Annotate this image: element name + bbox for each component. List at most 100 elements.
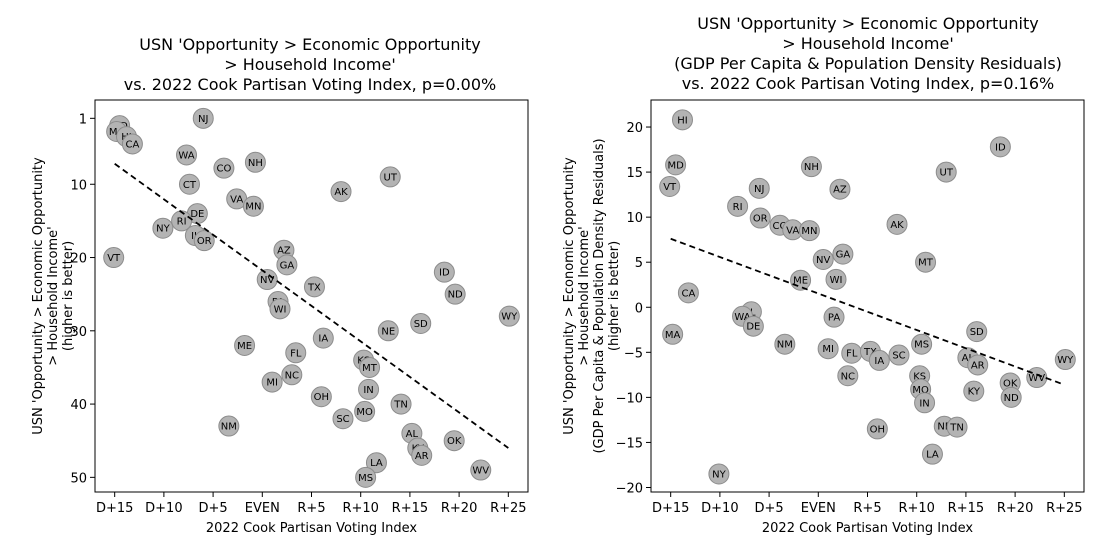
data-point-label: VA	[230, 194, 243, 205]
data-point-label: MO	[356, 407, 373, 418]
chart-title-line: (GDP Per Capita & Population Density Res…	[674, 54, 1062, 73]
data-point	[708, 463, 730, 485]
data-point	[103, 247, 125, 269]
data-point	[837, 365, 859, 387]
data-point-label: VT	[107, 253, 121, 264]
x-tick-label: D+15	[652, 501, 689, 516]
data-point-label: TX	[863, 347, 877, 358]
data-point	[868, 349, 890, 371]
x-tick-label: R+25	[1046, 501, 1082, 516]
data-point-label: NM	[777, 340, 793, 351]
x-axis-label: 2022 Cook Partisan Voting Index	[762, 521, 974, 536]
data-point	[749, 207, 771, 229]
data-point	[379, 166, 401, 188]
data-point-label: OK	[1003, 378, 1018, 389]
data-point	[312, 327, 334, 349]
x-tick-label: R+20	[441, 501, 477, 516]
data-point-label: SC	[892, 351, 905, 362]
y-tick-label: −20	[616, 481, 643, 496]
x-tick-label: R+5	[853, 501, 881, 516]
data-point-label: CO	[216, 164, 231, 175]
y-tick-label: 30	[70, 325, 87, 340]
data-point	[888, 344, 910, 366]
data-point-label: KS	[913, 371, 926, 382]
trend-line	[670, 237, 1065, 386]
data-point	[966, 321, 988, 343]
data-point	[332, 408, 354, 430]
data-point	[234, 334, 256, 356]
data-point-label: SD	[970, 327, 984, 338]
data-point-label: NY	[712, 469, 726, 480]
data-point-label: MA	[109, 127, 125, 138]
chart-left: USN 'Opportunity > Economic Opportunity>…	[31, 35, 529, 536]
data-point	[192, 107, 214, 129]
data-point-label: AR	[415, 451, 429, 462]
data-point-label: VA	[786, 225, 799, 236]
data-point	[1000, 386, 1022, 408]
data-point-label: MS	[358, 473, 373, 484]
x-tick-label: R+15	[948, 501, 984, 516]
data-point-label: TN	[949, 423, 964, 434]
data-point	[121, 133, 143, 155]
data-point	[1054, 349, 1076, 371]
data-point	[671, 109, 693, 131]
data-point-label: WA	[178, 150, 194, 161]
data-point	[193, 230, 215, 252]
chart-right: USN 'Opportunity > Economic Opportunity>…	[562, 14, 1085, 536]
x-tick-label: EVEN	[245, 501, 280, 516]
x-tick-label: R+15	[392, 501, 428, 516]
data-point-label: OR	[753, 214, 768, 225]
y-tick-label: −5	[624, 346, 643, 361]
data-point	[411, 444, 433, 466]
data-point-label: NV	[260, 275, 274, 286]
data-point	[218, 415, 240, 437]
data-point-label: VT	[663, 182, 677, 193]
data-point-label: DE	[746, 322, 760, 333]
data-point-label: NC	[285, 370, 299, 381]
data-point-label: WI	[274, 304, 287, 315]
data-point-label: NY	[156, 224, 170, 235]
data-point	[967, 354, 989, 376]
data-point-label: GA	[280, 260, 295, 271]
data-point-label: WI	[830, 275, 843, 286]
x-tick-label: D+10	[701, 501, 738, 516]
data-point	[359, 356, 381, 378]
chart-title-line: > Household Income'	[224, 55, 396, 74]
data-point	[886, 213, 908, 235]
data-point-label: OH	[314, 392, 329, 403]
data-point	[935, 161, 957, 183]
data-point-label: UT	[384, 172, 398, 183]
plot-frame	[650, 99, 1085, 493]
y-axis-label-line: (GDP Per Capita & Population Density Res…	[592, 138, 607, 453]
data-point	[443, 430, 465, 452]
data-point-label: NE	[937, 422, 951, 433]
data-point	[281, 364, 303, 386]
data-point-label: IA	[874, 356, 884, 367]
x-tick-label: D+10	[145, 501, 182, 516]
x-tick-label: R+10	[898, 501, 934, 516]
data-point-label: OR	[197, 236, 212, 247]
data-point-label: LA	[370, 458, 383, 469]
data-point	[244, 151, 266, 173]
x-tick-label: D+5	[198, 501, 227, 516]
data-point-label: AZ	[833, 185, 847, 196]
data-point-label: UT	[940, 168, 954, 179]
data-point-label: AK	[890, 220, 904, 231]
data-point-label: AK	[334, 187, 348, 198]
data-point-label: WV	[1028, 373, 1045, 384]
data-point	[410, 312, 432, 334]
data-point	[825, 268, 847, 290]
data-point	[915, 251, 937, 273]
y-tick-label: 5	[635, 256, 643, 271]
data-point-label: IA	[318, 334, 328, 345]
data-point	[866, 418, 888, 440]
data-point-label: NH	[804, 162, 819, 173]
y-tick-label: 50	[70, 471, 87, 486]
data-point-label: WV	[472, 466, 489, 477]
data-point	[310, 386, 332, 408]
data-point-label: SD	[414, 319, 428, 330]
data-point	[665, 154, 687, 176]
data-point-label: CA	[681, 288, 695, 299]
y-tick-label: −10	[616, 391, 643, 406]
data-point-label: SC	[336, 414, 349, 425]
